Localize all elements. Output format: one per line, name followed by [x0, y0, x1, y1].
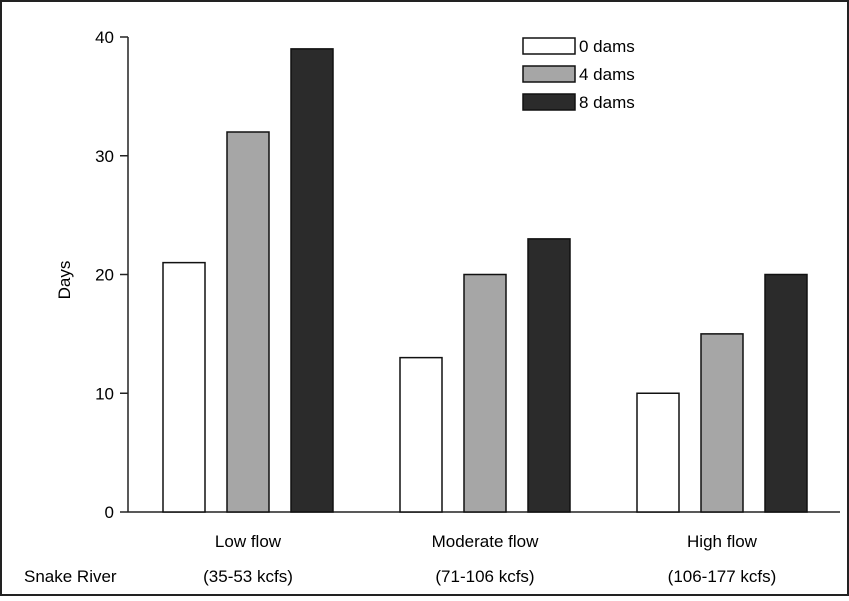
bar-8-dams-0: [290, 48, 334, 513]
legend-label: 0 dams: [579, 37, 635, 56]
y-ticks: 0 10 20 30 40: [95, 28, 128, 522]
bar-0-dams-1: [399, 356, 443, 513]
legend-swatch: [522, 65, 576, 83]
bar-8-dams-2: [764, 273, 808, 513]
row-label: Snake River: [24, 567, 117, 586]
bar-4-dams-2: [700, 333, 744, 513]
y-axis-label: Days: [55, 261, 74, 300]
y-tick-label: 0: [105, 503, 114, 522]
y-tick-label: 30: [95, 147, 114, 166]
legend-swatch: [522, 93, 576, 111]
bar-0-dams-0: [162, 261, 206, 513]
legend-label: 8 dams: [579, 93, 635, 112]
category-label: Low flow: [215, 532, 282, 551]
legend-swatch: [522, 37, 576, 55]
bar-0-dams-2: [636, 392, 680, 513]
category-label: Moderate flow: [432, 532, 539, 551]
legend-label: 4 dams: [579, 65, 635, 84]
bar-4-dams-1: [463, 273, 507, 513]
bar-8-dams-1: [527, 238, 571, 513]
category-sublabel: (35-53 kcfs): [203, 567, 293, 586]
legend: 0 dams 4 dams 8 dams: [522, 37, 635, 112]
x-labels: Low flow (35-53 kcfs) Moderate flow (71-106…: [203, 532, 776, 586]
bars: [162, 48, 808, 513]
category-sublabel: (106-177 kcfs): [668, 567, 777, 586]
y-tick-label: 20: [95, 266, 114, 285]
bar-4-dams-0: [226, 131, 270, 513]
category-label: High flow: [687, 532, 758, 551]
y-tick-label: 10: [95, 384, 114, 403]
y-tick-label: 40: [95, 28, 114, 47]
category-sublabel: (71-106 kcfs): [435, 567, 534, 586]
